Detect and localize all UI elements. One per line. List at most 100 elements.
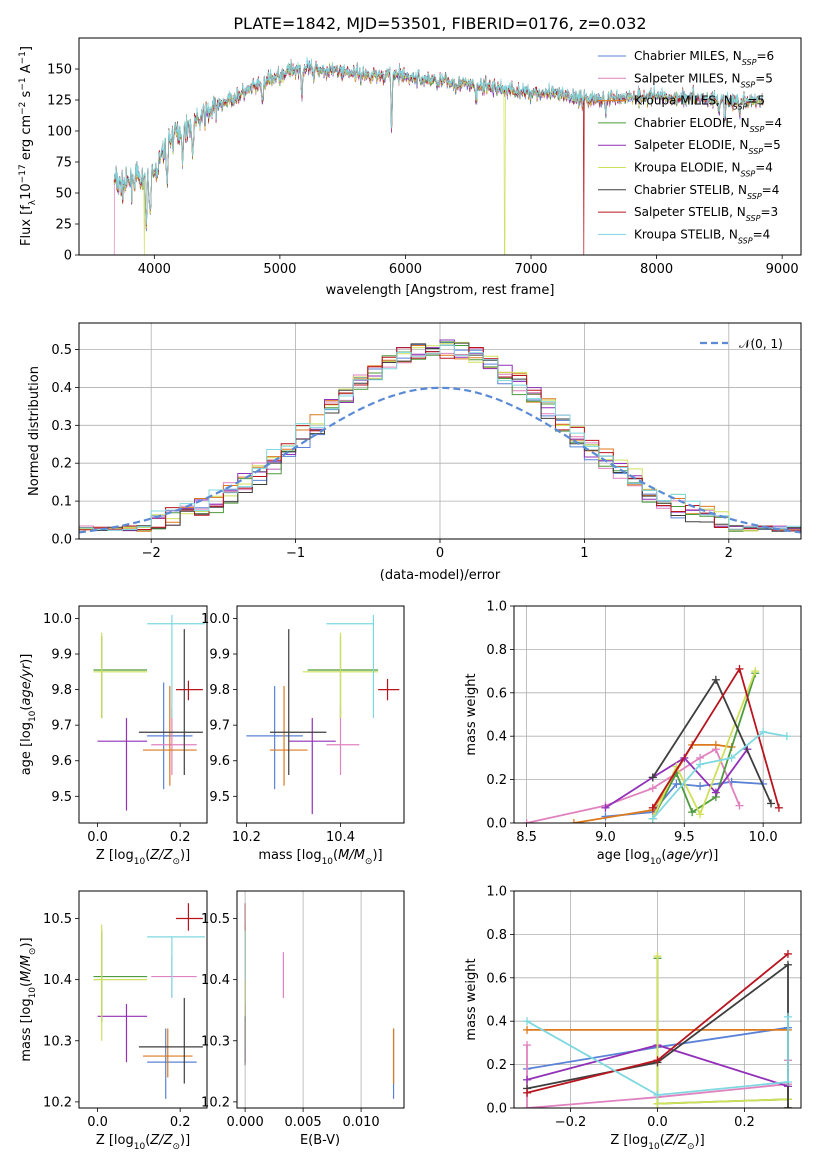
label-part: )] (19, 937, 34, 947)
y-axis-label: Flux [fλ10−17 erg cm−2 s−1 A−1] (18, 46, 38, 246)
spectrum-panel: 4000 5000 6000 7000 8000 9000 0 25 50 75 100 125 150… (18, 37, 802, 298)
weight-series-line (526, 1016, 789, 1096)
plot-area (523, 949, 792, 1108)
figure-title: PLATE=1842, MJD=53501, FIBERID=0176, z=0… (233, 14, 646, 33)
legend-count: =5 (747, 94, 765, 108)
x-axis-label: Z [log10(Z/Z⊙)] (96, 848, 190, 867)
label-part: )] (19, 654, 34, 664)
x-tick-label: 8000 (640, 262, 673, 277)
x-axis-label: E(B-V) (300, 1133, 340, 1148)
y-tick-label: 0.2 (51, 457, 72, 472)
axes-frame: 10.2 10.4 9.5 9.6 9.7 9.8 9.9 10.0 mass [log10(M… (201, 605, 405, 867)
legend-count: =4 (755, 161, 773, 175)
y-tick-label: 0.2 (486, 1058, 507, 1073)
y-tick-label: 10.5 (43, 912, 72, 927)
label-part: Z/Z (149, 1133, 173, 1148)
label-part: ( (19, 982, 34, 987)
axes-border (236, 890, 405, 1109)
legend-entry: Kroupa ELODIE, NSSP=4 (634, 161, 773, 179)
axes-border (78, 37, 802, 256)
legend-name: Salpeter STELIB, N (634, 205, 746, 219)
label-part: 10 (28, 710, 38, 722)
y-tick-label: 0.4 (51, 381, 72, 396)
legend-sub: SSP (747, 191, 762, 200)
label-part: age/yr (19, 662, 34, 705)
legend-sub: SSP (748, 147, 763, 156)
x-tick-label: 0.2 (170, 1115, 191, 1130)
x-tick-label: 0 (436, 546, 444, 561)
x-tick-label: 8.5 (516, 830, 537, 845)
legend-name: Salpeter MILES, N (634, 71, 741, 85)
residual-histogram-panel: −2 −1 0 1 2 0.0 0.1 0.2 0.3 0.4 0.5 (data-model)/er… (27, 322, 802, 583)
y-tick-label: 9.9 (51, 648, 72, 663)
label-part: Flux [f (19, 205, 34, 246)
label-part: ( (145, 848, 150, 863)
plot-area (246, 614, 400, 815)
x-tick-label: 1 (580, 546, 588, 561)
y-tick-label: 10.4 (43, 973, 72, 988)
y-axis-label: age [log10(age/yr)] (19, 654, 38, 776)
axes-frame: −2 −1 0 1 2 0.0 0.1 0.2 0.3 0.4 0.5 (data-model)/er… (27, 322, 802, 583)
y-tick-label: 0.0 (486, 817, 507, 832)
age-vs-metallicity-panel: 0.0 0.29.59.69.79.89.910.0Z [log10(Z/Z⊙)]… (19, 605, 208, 867)
label-part: mass [log (19, 998, 34, 1061)
legend-name: Chabrier MILES, N (634, 49, 742, 63)
label-part: )] (372, 848, 382, 863)
y-tick-label: 9.7 (209, 719, 230, 734)
axes-frame: −0.2 0.0 0.2 0.0 0.2 0.4 0.6 0.8 1.0 Z [log10(Z/Z… (464, 885, 802, 1152)
label-part: ⊙ (172, 857, 180, 867)
x-tick-label: 5000 (263, 262, 296, 277)
legend-entry: Kroupa STELIB, NSSP=4 (634, 227, 770, 245)
label-part: s (19, 90, 34, 101)
label-part: Z [log (610, 1133, 648, 1148)
label-part: ( (333, 848, 338, 863)
y-tick-label: 0.3 (51, 419, 72, 434)
plot-area (244, 891, 395, 1108)
y-tick-label: 25 (55, 218, 72, 233)
x-axis-label: (data-model)/error (380, 568, 501, 583)
x-tick-label: 0.0 (647, 1115, 668, 1130)
label-part: 10 (322, 857, 334, 867)
y-tick-label: 10.5 (201, 912, 230, 927)
x-axis-label: mass [log10(M/M⊙)] (258, 848, 382, 867)
plot-area (113, 56, 764, 255)
label-part: M/M (19, 955, 34, 982)
legend-sub: SSP (746, 214, 761, 223)
y-tick-label: 9.9 (209, 648, 230, 663)
y-tick-label: 10.4 (201, 973, 230, 988)
y-tick-label: 0.6 (486, 686, 507, 701)
legend-count: =4 (764, 116, 782, 130)
x-tick-label: 10.0 (749, 830, 778, 845)
x-tick-label: −2 (142, 546, 161, 561)
x-axis-label: Z [log10(Z/Z⊙)] (610, 1133, 704, 1152)
label-part: age/yr (666, 848, 709, 863)
label-part: ( (661, 848, 666, 863)
label-part: (0, 1) (751, 337, 783, 351)
x-tick-label: 2 (725, 546, 733, 561)
y-tick-label: 75 (55, 156, 72, 171)
legend-name: Kroupa STELIB, N (634, 227, 738, 241)
x-tick-label: −0.2 (555, 1115, 587, 1130)
y-tick-label: 10.3 (43, 1034, 72, 1049)
label-part: −1 (18, 77, 28, 90)
legend-entry: Chabrier ELODIE, NSSP=4 (634, 116, 782, 133)
axes-frame: 8.5 9.0 9.5 10.0 0.0 0.2 0.4 0.6 0.8 1.0 age [log1… (464, 600, 802, 867)
histogram-series (79, 347, 801, 532)
legend-sub: SSP (741, 80, 756, 89)
legend-entry: Salpeter MILES, NSSP=5 (634, 71, 773, 89)
plot-area (522, 664, 791, 823)
weight-series-line (652, 673, 757, 820)
axes-frame: 4000 5000 6000 7000 8000 9000 0 25 50 75 100 125 150… (18, 37, 802, 298)
label-part: erg cm (19, 115, 34, 164)
y-tick-label: 0.0 (486, 1102, 507, 1117)
grid (514, 605, 801, 824)
label-part: A (19, 64, 34, 77)
legend-entry: Salpeter ELODIE, NSSP=5 (634, 138, 781, 156)
label-part: −2 (18, 102, 28, 115)
label-part: Z/Z (149, 848, 173, 863)
label-part: age [log (597, 848, 650, 863)
legend-name: Kroupa MILES, N (634, 94, 733, 108)
x-tick-label: 0.005 (284, 1115, 321, 1130)
